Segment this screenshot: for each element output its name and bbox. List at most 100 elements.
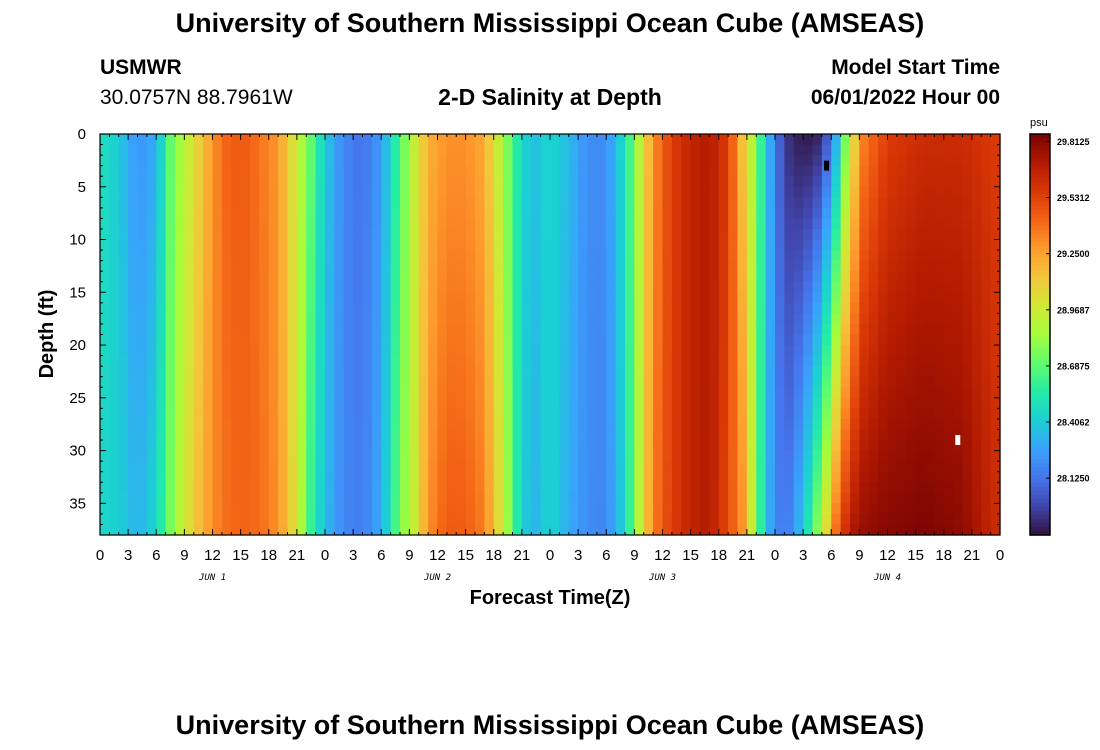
heatmap-cell	[446, 218, 457, 230]
heatmap-cell	[615, 418, 626, 431]
heatmap-cell	[287, 292, 298, 304]
heatmap-cell	[156, 271, 167, 283]
heatmap-cell	[512, 429, 523, 441]
heatmap-cell	[906, 345, 917, 357]
heatmap-cell	[268, 440, 279, 452]
heatmap-cell	[737, 450, 748, 462]
heatmap-cell	[484, 313, 495, 325]
heatmap-cell	[587, 440, 598, 452]
heatmap-cell	[709, 492, 720, 504]
heatmap-cell	[746, 492, 757, 504]
heatmap-cell	[662, 334, 673, 346]
heatmap-cell	[925, 471, 935, 483]
heatmap-cell	[896, 176, 907, 188]
x-tick-label: 21	[514, 547, 531, 564]
heatmap-cell	[962, 503, 973, 515]
heatmap-cell	[793, 323, 804, 336]
heatmap-cell	[212, 176, 223, 188]
heatmap-cell	[343, 345, 354, 357]
heatmap-cell	[934, 144, 945, 156]
heatmap-cell	[990, 323, 1001, 336]
heatmap-cell	[203, 355, 214, 367]
heatmap-cell	[700, 271, 710, 283]
heatmap-cell	[437, 134, 448, 146]
heatmap-cell	[184, 387, 195, 399]
heatmap-cell	[109, 524, 120, 536]
heatmap-cell	[409, 239, 420, 251]
heatmap-cell	[709, 461, 720, 473]
heatmap-cell	[690, 186, 701, 198]
heatmap-cell	[540, 461, 551, 473]
heatmap-cell	[625, 292, 635, 304]
heatmap-cell	[334, 134, 345, 146]
heatmap-cell	[521, 302, 532, 314]
heatmap-cell	[578, 376, 589, 388]
heatmap-cell	[765, 207, 776, 220]
colorbar-swatch	[1030, 394, 1050, 400]
heatmap-cell	[503, 345, 514, 357]
heatmap-cell	[287, 144, 298, 156]
heatmap-cell	[531, 260, 542, 272]
heatmap-cell	[925, 387, 935, 399]
heatmap-cell	[559, 334, 570, 346]
heatmap-cell	[709, 176, 720, 188]
heatmap-cell	[221, 440, 232, 452]
heatmap-cell	[540, 218, 551, 230]
heatmap-cell	[325, 165, 335, 177]
heatmap-cell	[887, 197, 898, 209]
heatmap-cell	[268, 397, 279, 409]
heatmap-cell	[896, 355, 907, 367]
heatmap-cell	[587, 176, 598, 188]
heatmap-cell	[793, 155, 804, 167]
heatmap-cell	[746, 197, 757, 209]
heatmap-cell	[146, 186, 157, 198]
heatmap-cell	[259, 450, 270, 462]
heatmap-cell	[634, 260, 645, 272]
heatmap-cell	[146, 450, 157, 462]
heatmap-cell	[981, 155, 992, 167]
heatmap-cell	[821, 471, 832, 483]
heatmap-cell	[400, 355, 410, 367]
heatmap-cell	[296, 450, 307, 462]
heatmap-cell	[953, 461, 964, 473]
colorbar-swatch	[1030, 402, 1050, 408]
heatmap-cell	[240, 450, 251, 462]
heatmap-cell	[568, 355, 579, 367]
heatmap-cell	[906, 492, 917, 504]
heatmap-cell	[915, 250, 926, 262]
heatmap-cell	[512, 228, 523, 241]
heatmap-cell	[203, 239, 214, 251]
heatmap-cell	[559, 165, 570, 177]
heatmap-cell	[953, 482, 964, 494]
heatmap-cell	[165, 155, 176, 167]
heatmap-cell	[203, 260, 214, 272]
heatmap-cell	[906, 228, 917, 241]
colorbar-swatch	[1030, 242, 1050, 247]
heatmap-cell	[728, 429, 739, 441]
heatmap-cell	[184, 440, 195, 452]
colorbar-swatch	[1030, 266, 1050, 271]
heatmap-cell	[578, 418, 589, 431]
heatmap-cell	[240, 440, 251, 452]
heatmap-cell	[681, 461, 692, 473]
heatmap-cell	[296, 355, 307, 367]
heatmap-cell	[278, 281, 289, 293]
heatmap-cell	[821, 271, 832, 283]
heatmap-cell	[456, 302, 467, 314]
heatmap-cell	[718, 144, 729, 156]
heatmap-cell	[475, 387, 485, 399]
heatmap-cell	[568, 492, 579, 504]
heatmap-cell	[400, 366, 410, 378]
heatmap-cell	[653, 503, 664, 515]
heatmap-cell	[193, 250, 204, 262]
heatmap-cell	[625, 281, 635, 293]
heatmap-cell	[671, 513, 682, 526]
heatmap-cell	[728, 313, 739, 325]
heatmap-cell	[400, 418, 410, 431]
heatmap-cell	[109, 207, 120, 220]
heatmap-cell	[925, 165, 935, 177]
heatmap-cell	[390, 186, 401, 198]
heatmap-cell	[531, 313, 542, 325]
heatmap-cell	[690, 323, 701, 336]
heatmap-cell	[971, 355, 982, 367]
